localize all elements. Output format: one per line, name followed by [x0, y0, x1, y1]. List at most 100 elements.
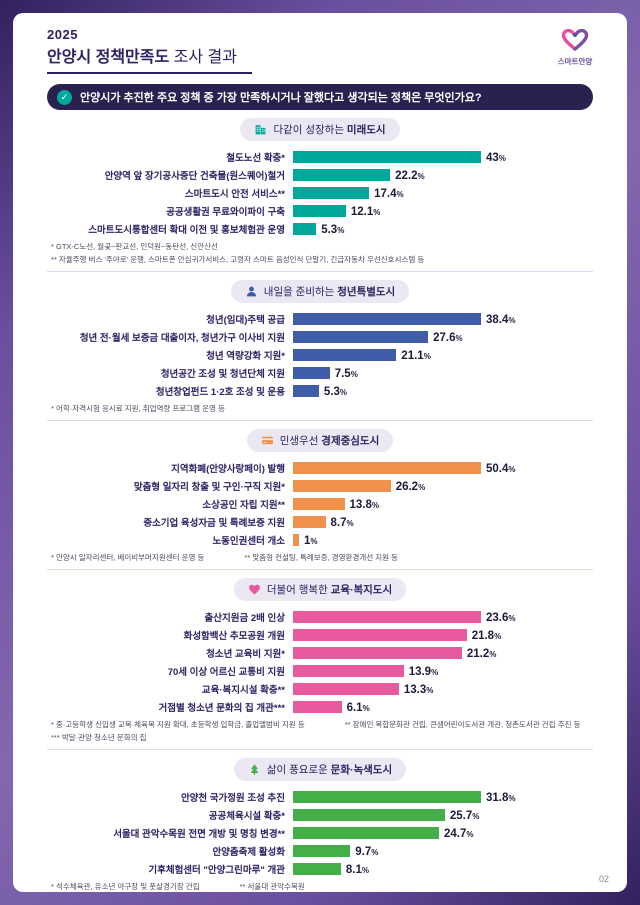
bar-value: 23.6% [486, 608, 516, 626]
bar-row: 안양천 국가정원 조성 추진 31.8% [47, 788, 593, 806]
report-year: 2025 [47, 27, 78, 42]
question-banner: ✓ 안양시가 추진한 주요 정책 중 가장 만족하시거나 잘했다고 생각되는 정… [47, 84, 593, 110]
bar-label: 스마트도시 안전 서비스** [184, 189, 285, 200]
bar [293, 223, 317, 235]
person-icon [245, 285, 258, 298]
title-block: 2025 안양시 정책만족도 조사 결과 [47, 27, 252, 74]
bar-chart: 안양천 국가정원 조성 추진 31.8% 공공체육시설 확충* 25.7% 서울대 관악… [47, 788, 593, 878]
bar-value: 5.3% [321, 220, 344, 238]
bar-track: 1% [293, 531, 593, 549]
bar-row: 공공체육시설 확충* 25.7% [47, 806, 593, 824]
bar-chart: 출산지원금 2배 인상 23.6% 화성함백산 추모공원 개원 21.8% 청소년 교육… [47, 608, 593, 716]
bar-value: 7.5% [335, 364, 358, 382]
footnote: ** 서울대 관악수목원 [239, 882, 305, 891]
bar [293, 331, 429, 343]
bar-value-unit: % [494, 632, 502, 641]
page-header: 2025 안양시 정책만족도 조사 결과 스마트안양 [47, 27, 593, 74]
bar-value: 38.4% [486, 310, 516, 328]
bar-value-unit: % [310, 537, 318, 546]
bar-value: 13.3% [404, 680, 434, 698]
bar-row: 맞춤형 일자리 창출 및 구인·구직 지원* 26.2% [47, 477, 593, 495]
smart-anyang-logo: 스마트안양 [557, 27, 593, 66]
footnotes: * GTX-C노선, 월곶~판교선, 인덕원~동탄선, 신안산선 ** 자율주행 … [47, 241, 593, 265]
bar-value: 43% [486, 148, 506, 166]
bar-value: 27.6% [433, 328, 463, 346]
bar-track: 5.3% [293, 220, 593, 238]
bar-value-unit: % [426, 686, 434, 695]
bar-row: 스마트도시통합센터 확대 이전 및 홍보체험관 운영 5.3% [47, 220, 593, 238]
bar-value-number: 17.4 [374, 188, 397, 200]
bar-label: 서울대 관악수목원 전면 개방 및 명칭 변경** [113, 829, 285, 840]
bar-value: 1% [304, 531, 318, 549]
bar [293, 647, 462, 659]
bar-value-number: 13.9 [408, 666, 432, 678]
bar [293, 349, 397, 361]
bar [293, 169, 391, 181]
bar-value-number: 21.8 [471, 630, 495, 642]
page-title: 안양시 정책만족도 조사 결과 [47, 43, 252, 67]
bar-label: 기후체험센터 "안양그린마루" 개관 [148, 865, 285, 876]
bar-value-unit: % [489, 650, 497, 659]
bar-value-number: 38.4 [486, 314, 509, 326]
footnotes: * 석수체육관, 유소년 야구장 및 풋살경기장 건립 ** 서울대 관악수목원 [47, 881, 593, 892]
bar-value-number: 8.7 [330, 517, 347, 529]
bar [293, 629, 467, 641]
section-header: 삶이 풍요로운 문화·녹색도시 [47, 758, 593, 781]
bar-value-number: 24.7 [444, 828, 467, 840]
bar-track: 5.3% [293, 382, 593, 400]
footnote: * 중·고등학생 신입생 교복·체육복 지원 확대, 초등학생 입학금, 졸업앨… [51, 720, 305, 729]
bar-row: 서울대 관악수목원 전면 개방 및 명칭 변경** 24.7% [47, 824, 593, 842]
section-title: 삶이 풍요로운 문화·녹색도시 [266, 764, 393, 776]
section-title-pill: 더불어 행복한 교육·복지도시 [233, 578, 407, 601]
bar-track: 27.6% [293, 328, 593, 346]
bar-value-unit: % [508, 614, 516, 623]
section-title-pill: 내일을 준비하는 청년특별도시 [230, 280, 410, 303]
bar-row: 스마트도시 안전 서비스** 17.4% [47, 184, 593, 202]
bar-track: 23.6% [293, 608, 593, 626]
section-title: 더불어 행복한 교육·복지도시 [266, 584, 393, 596]
bar-label: 공공생활권 무료와이파이 구축 [166, 207, 285, 218]
section-header: 다같이 성장하는 미래도시 [47, 118, 593, 141]
question-text: 안양시가 추진한 주요 정책 중 가장 만족하시거나 잘했다고 생각되는 정책은… [80, 92, 482, 104]
bar-value-number: 27.6 [433, 332, 456, 344]
bar-row: 지역화폐(안양사랑페이) 발행 50.4% [47, 459, 593, 477]
page-number: 02 [598, 874, 609, 884]
bar-value-unit: % [373, 208, 381, 217]
bar-track: 43% [293, 148, 593, 166]
bar-row: 청년(임대)주택 공급 38.4% [47, 310, 593, 328]
bar [293, 791, 481, 803]
bar [293, 385, 319, 397]
bar-row: 교육·복지시설 확충** 13.3% [47, 680, 593, 698]
bar-value-unit: % [498, 154, 506, 163]
bar-label: 중소기업 육성자금 및 특례보증 지원 [143, 518, 285, 529]
bar-track: 26.2% [293, 477, 593, 495]
bar-label: 노동인권센터 개소 [212, 536, 285, 547]
bar-value: 8.1% [346, 860, 369, 878]
bar-row: 청년 역량강화 지원* 21.1% [47, 346, 593, 364]
bar-label: 화성함백산 추모공원 개원 [183, 631, 285, 642]
bar-label: 출산지원금 2배 인상 [204, 613, 285, 624]
footnote: ** 맞춤형 컨설팅, 특례보증, 경영환경개선 지원 등 [244, 553, 399, 562]
bar-track: 31.8% [293, 788, 593, 806]
bar-value-unit: % [466, 830, 474, 839]
bar-row: 청년공간 조성 및 청년단체 지원 7.5% [47, 364, 593, 382]
bar-value-number: 21.2 [466, 648, 490, 660]
bar-track: 6.1% [293, 698, 593, 716]
bar-track: 13.9% [293, 662, 593, 680]
bar-row: 거점별 청소년 문화의 집 개관*** 6.1% [47, 698, 593, 716]
bar-value-number: 13.3 [403, 684, 427, 696]
bar [293, 683, 399, 695]
bar-label: 청년 역량강화 지원* [206, 351, 285, 362]
footnotes: * 어학·자격시험 응시료 지원, 취업역량 프로그램 운영 등 [47, 403, 593, 414]
bar-row: 청소년 교육비 지원* 21.2% [47, 644, 593, 662]
footnote: * 안양시 일자리센터, 베이비부머지원센터 운영 등 [51, 553, 205, 562]
bar [293, 611, 481, 623]
bar-value: 25.7% [450, 806, 480, 824]
footnotes: * 중·고등학생 신입생 교복·체육복 지원 확대, 초등학생 입학금, 졸업앨… [47, 719, 593, 743]
card-icon [261, 434, 274, 447]
bar-label: 교육·복지시설 확충** [201, 685, 285, 696]
bar [293, 827, 439, 839]
bar-value-unit: % [361, 866, 370, 875]
bar-row: 소상공인 자립 지원** 13.8% [47, 495, 593, 513]
bar-track: 12.1% [293, 202, 593, 220]
